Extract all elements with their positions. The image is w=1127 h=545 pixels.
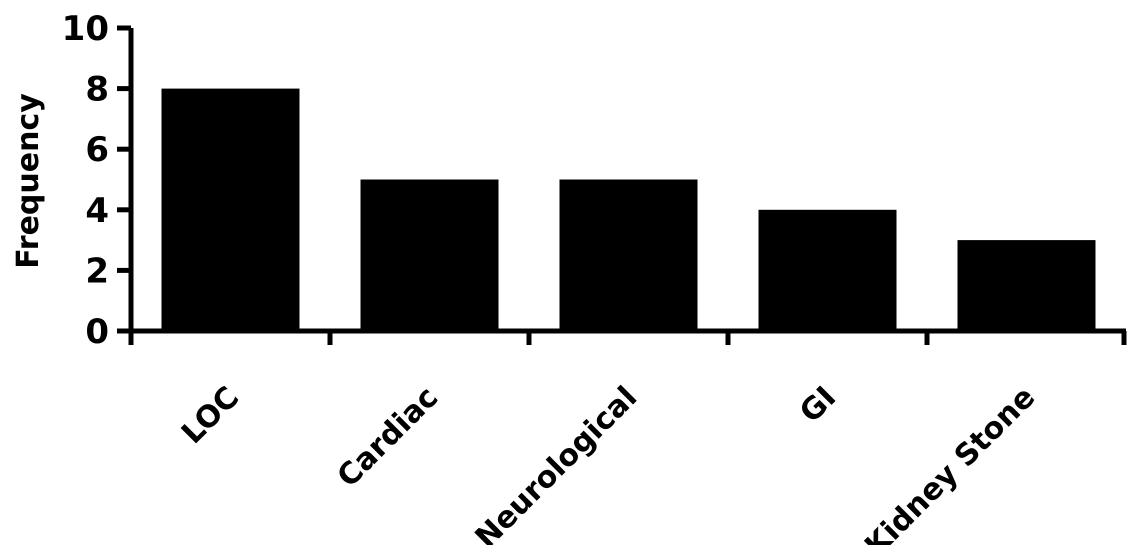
y-tick-label: 8 — [85, 70, 109, 110]
y-tick-label: 10 — [62, 9, 109, 49]
bars-group — [161, 88, 1096, 331]
bar-neurological — [559, 179, 698, 331]
x-tick-label-kidney-stone: Kidney Stone — [858, 380, 1042, 545]
x-tick-label-loc: LOC — [175, 380, 246, 451]
x-tick-label-gi: GI — [793, 380, 843, 430]
y-tick-label: 6 — [85, 130, 109, 170]
y-tick-label: 2 — [85, 251, 109, 291]
y-axis-title: Frequency — [11, 93, 46, 269]
y-axis: 0 2 4 6 8 10 — [62, 9, 134, 352]
x-tick-label-neurological: Neurological — [469, 380, 644, 545]
x-tick-label-cardiac: Cardiac — [331, 380, 445, 494]
x-axis: LOC Cardiac Neurological GI Kidney Stone — [128, 328, 1127, 545]
bar-cardiac — [360, 179, 499, 331]
y-tick-label: 0 — [85, 312, 109, 352]
bar-kidney-stone — [957, 240, 1096, 331]
y-tick-label: 4 — [85, 191, 109, 231]
bar-gi — [758, 209, 897, 331]
bar-loc — [161, 88, 300, 331]
